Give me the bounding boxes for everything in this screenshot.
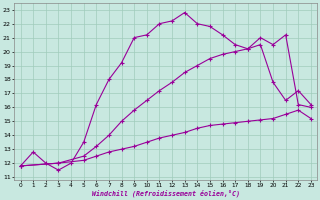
X-axis label: Windchill (Refroidissement éolien,°C): Windchill (Refroidissement éolien,°C)	[92, 190, 240, 197]
